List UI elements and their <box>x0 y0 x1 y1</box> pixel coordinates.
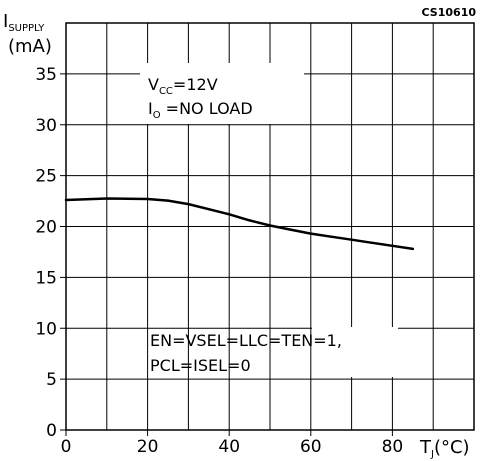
series-point <box>309 232 312 235</box>
x-tick-label: 40 <box>218 437 240 457</box>
annotation-enables: EN=VSEL=LLC=TEN=1, <box>150 331 342 350</box>
series-point <box>350 238 353 241</box>
y-tick-label: 30 <box>35 116 57 136</box>
series-point <box>248 219 251 222</box>
top-annotation-bg <box>140 63 304 124</box>
series-point <box>105 197 109 200</box>
annotation-vcc: VCC=12V <box>148 75 218 97</box>
series-point <box>187 202 190 206</box>
x-axis-label-sub: J <box>430 449 434 460</box>
figure-code: CS10610 <box>422 6 477 19</box>
series-line <box>64 197 415 251</box>
series-point <box>64 198 68 202</box>
x-tick-label: 0 <box>61 437 72 457</box>
series-point <box>289 228 292 231</box>
y-tick-label: 5 <box>46 370 57 390</box>
y-tick-label: 35 <box>35 65 57 85</box>
series-point <box>228 213 231 216</box>
x-tick-label: 80 <box>382 437 404 457</box>
series-layer <box>64 197 415 251</box>
series-point <box>268 224 272 227</box>
annotation-io: IO =NO LOAD <box>148 99 253 121</box>
y-tick-label: 15 <box>35 268 57 288</box>
series-point <box>370 241 374 244</box>
series-point <box>146 197 149 201</box>
series-point <box>166 199 170 202</box>
y-axis-unit: (mA) <box>8 36 52 57</box>
x-tick-label: 20 <box>137 437 159 457</box>
x-axis-label-unit: (°C) <box>434 437 470 458</box>
x-tick-label: 60 <box>300 437 322 457</box>
x-axis-label-main: T <box>419 437 432 458</box>
y-axis-label-main: I <box>3 11 8 32</box>
series-point <box>330 235 333 238</box>
y-axis-label: ISUPPLY <box>3 11 45 34</box>
series-point <box>411 247 414 251</box>
tick-labels: 0 5 10 15 20 25 30 35 0 20 40 60 80 <box>35 65 403 457</box>
series-point <box>207 208 210 211</box>
y-axis-label-sub: SUPPLY <box>8 23 45 34</box>
series-point <box>391 244 394 247</box>
x-axis-label: TJ(°C) <box>419 437 470 460</box>
annotation-pcl: PCL=ISEL=0 <box>150 356 251 375</box>
y-tick-label: 10 <box>35 319 57 339</box>
y-tick-label: 25 <box>35 167 57 187</box>
bottom-annotation-bg <box>312 327 398 377</box>
y-tick-label: 20 <box>35 218 57 238</box>
y-tick-label: 0 <box>46 421 57 441</box>
